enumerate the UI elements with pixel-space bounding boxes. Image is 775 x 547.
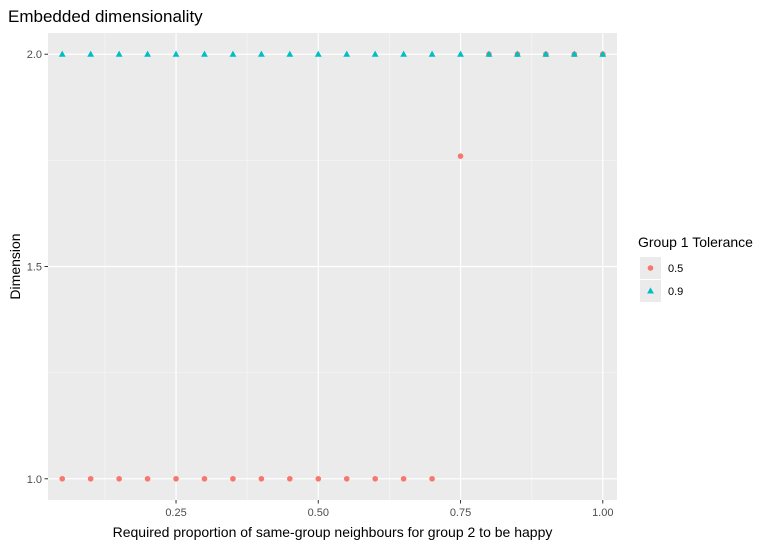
data-point-triangle xyxy=(371,50,379,57)
y-axis-tick-labels: 1.0 1.5 2.0 xyxy=(27,49,42,486)
data-point-circle xyxy=(116,475,122,482)
data-point-circle xyxy=(429,475,435,482)
data-point-circle xyxy=(258,475,265,482)
data-point-triangle xyxy=(570,50,578,57)
data-point-circle xyxy=(372,475,378,482)
data-point-circle xyxy=(315,475,322,482)
data-point-circle xyxy=(59,475,66,482)
data-point-triangle xyxy=(457,50,464,57)
x-tick-label: 0.75 xyxy=(450,507,471,519)
data-point-triangle xyxy=(144,50,151,57)
data-point-triangle xyxy=(229,50,237,57)
legend-label: 0.5 xyxy=(668,263,683,275)
y-axis-title: Dimension xyxy=(7,233,23,299)
data-point-triangle xyxy=(115,50,123,57)
x-axis-tick-labels: 0.25 0.50 0.75 1.00 xyxy=(165,507,613,519)
data-point-circle xyxy=(343,475,350,482)
x-axis-title: Required proportion of same-group neighb… xyxy=(113,524,553,540)
axis-ticks xyxy=(44,53,604,504)
data-point-triangle xyxy=(201,50,208,57)
data-point-circle xyxy=(87,475,94,482)
data-point-triangle xyxy=(428,50,436,57)
major-gridlines xyxy=(48,33,617,500)
data-point-circle xyxy=(457,153,464,159)
legend-items: 0.5 0.9 xyxy=(640,257,683,302)
data-point-circle xyxy=(144,475,151,482)
y-tick-label: 1.5 xyxy=(27,262,42,274)
data-point-triangle xyxy=(485,50,493,57)
data-point-triangle xyxy=(257,50,265,57)
legend-title: Group 1 Tolerance xyxy=(638,234,753,250)
data-point-triangle xyxy=(87,50,95,57)
x-tick-label: 0.25 xyxy=(165,507,186,519)
data-point-triangle xyxy=(172,50,180,57)
legend-triangle-marker xyxy=(647,287,654,294)
legend-circle-marker xyxy=(647,265,654,271)
data-point-circle xyxy=(230,475,236,482)
data-point-triangle xyxy=(599,50,607,57)
data-point-triangle xyxy=(58,50,66,57)
data-point-triangle xyxy=(400,50,408,57)
data-point-triangle xyxy=(343,50,351,57)
data-point-circle xyxy=(400,475,407,482)
x-tick-label: 1.00 xyxy=(592,507,613,519)
data-point-triangle xyxy=(542,50,550,57)
data-point-circle xyxy=(287,475,293,482)
data-point-triangle xyxy=(514,50,521,57)
data-point-circle xyxy=(201,475,208,482)
data-point-circle xyxy=(173,475,179,482)
data-points xyxy=(58,50,607,482)
legend-label: 0.9 xyxy=(668,286,683,298)
y-tick-label: 2.0 xyxy=(27,49,42,61)
data-point-triangle xyxy=(286,50,294,57)
chart-title: Embedded dimensionality xyxy=(8,7,203,26)
data-point-triangle xyxy=(314,50,322,57)
x-tick-label: 0.50 xyxy=(308,507,329,519)
legend: Group 1 Tolerance 0.5 0.9 xyxy=(638,234,753,302)
y-tick-label: 1.0 xyxy=(27,474,42,486)
